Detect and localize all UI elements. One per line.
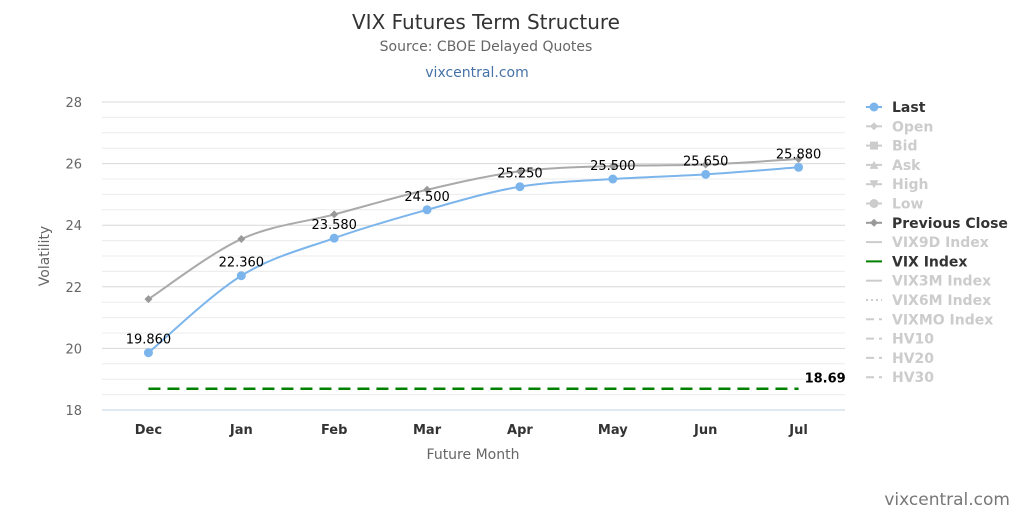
legend-item[interactable]: HV30 (866, 370, 934, 386)
legend-label: VIX6M Index (892, 293, 991, 309)
last-marker[interactable] (143, 348, 153, 358)
chart-title: VIX Futures Term Structure (352, 10, 620, 34)
legend-label: HV20 (892, 351, 934, 367)
y-tick-label: 24 (65, 219, 82, 234)
watermark-text: vixcentral.com (884, 490, 1010, 510)
legend-label: VIX Index (892, 254, 967, 270)
legend-item[interactable]: Last (866, 100, 926, 116)
y-tick-label: 26 (65, 158, 82, 173)
plot-series: 18.69 19.860 22.360 23.580 24.500 25.250 25.50… (126, 147, 846, 390)
x-tick-label: Apr (507, 423, 533, 438)
legend-triangle-icon (869, 160, 879, 169)
last-marker[interactable] (515, 182, 525, 192)
y-axis-title: Volatility (37, 226, 53, 286)
previous-close-marker (608, 162, 617, 171)
last-data-label: 19.860 (126, 333, 172, 348)
legend-label: Bid (892, 139, 918, 155)
chart-subtitle: Source: CBOE Delayed Quotes (380, 39, 593, 55)
legend-item[interactable]: Open (866, 119, 933, 135)
last-marker[interactable] (794, 162, 804, 172)
legend-label: HV10 (892, 332, 934, 348)
x-tick-label: May (598, 423, 628, 438)
previous-close-marker (144, 295, 153, 304)
legend-label: Ask (892, 158, 921, 174)
legend-item[interactable]: High (866, 177, 929, 193)
legend-label: VIX3M Index (892, 274, 991, 290)
previous-close-line (147, 157, 799, 300)
legend-item[interactable]: Previous Close (866, 216, 1008, 232)
previous-close-marker (701, 160, 710, 169)
legend-item[interactable]: VIXMO Index (866, 312, 993, 328)
legend-label: Last (892, 100, 926, 116)
last-data-label: 23.580 (311, 218, 357, 233)
y-tick-label: 20 (65, 342, 82, 357)
last-data-label: 25.500 (590, 159, 636, 174)
previous-close-marker (237, 235, 246, 244)
legend[interactable]: Last Open Bid Ask High Low Previous Close VIX9D… (866, 100, 1008, 386)
legend-item[interactable]: VIX6M Index (866, 293, 991, 309)
last-data-label: 24.500 (404, 190, 450, 205)
last-marker[interactable] (701, 169, 711, 179)
vix-index-label: 18.69 (805, 372, 846, 387)
legend-circle-icon (869, 102, 879, 112)
legend-square-icon (870, 141, 878, 150)
legend-item[interactable]: VIX Index (866, 254, 967, 270)
last-data-label: 25.880 (776, 147, 822, 162)
previous-close-marker (423, 185, 432, 194)
legend-item[interactable]: Ask (866, 158, 921, 174)
previous-close-marker (794, 154, 803, 163)
legend-triangle-down-icon (869, 180, 879, 189)
legend-circle-icon (869, 199, 879, 208)
legend-diamond-icon (870, 122, 878, 131)
y-tick-label: 18 (65, 404, 82, 419)
legend-label: HV30 (892, 370, 934, 386)
x-axis-title: Future Month (427, 447, 520, 463)
legend-item[interactable]: VIX3M Index (866, 274, 991, 290)
grid (102, 101, 845, 411)
y-tick-label: 28 (65, 96, 82, 111)
x-tick-label: Jul (788, 423, 808, 438)
x-tick-label: Dec (135, 423, 162, 438)
axes: 18 20 22 24 26 28 Dec Jan Feb Mar Apr May Jun Jul (65, 96, 845, 438)
previous-close-marker (330, 210, 339, 219)
last-marker[interactable] (422, 205, 432, 215)
legend-label: VIX9D Index (892, 235, 989, 251)
previous-close-marker (515, 167, 524, 176)
source-link[interactable]: vixcentral.com (425, 65, 528, 81)
last-marker[interactable] (329, 233, 339, 243)
x-tick-label: Jun (693, 423, 717, 438)
legend-label: Open (892, 119, 933, 135)
last-data-label: 22.360 (219, 256, 265, 271)
last-data-label: 25.650 (683, 154, 729, 169)
legend-label: Previous Close (892, 216, 1008, 232)
legend-item[interactable]: Low (866, 197, 924, 213)
last-marker[interactable] (236, 271, 246, 281)
last-data-label: 25.250 (497, 167, 543, 182)
legend-item[interactable]: Bid (866, 139, 918, 155)
legend-label: Low (892, 197, 924, 213)
x-tick-label: Jan (229, 423, 253, 438)
legend-label: High (892, 177, 929, 193)
last-marker[interactable] (608, 174, 618, 184)
legend-item[interactable]: VIX9D Index (866, 235, 989, 251)
legend-item[interactable]: HV10 (866, 332, 934, 348)
legend-diamond-icon (870, 218, 878, 227)
legend-label: VIXMO Index (892, 312, 993, 328)
y-tick-label: 22 (65, 281, 82, 296)
x-tick-label: Mar (413, 423, 442, 438)
x-tick-label: Feb (321, 423, 347, 438)
legend-item[interactable]: HV20 (866, 351, 934, 367)
